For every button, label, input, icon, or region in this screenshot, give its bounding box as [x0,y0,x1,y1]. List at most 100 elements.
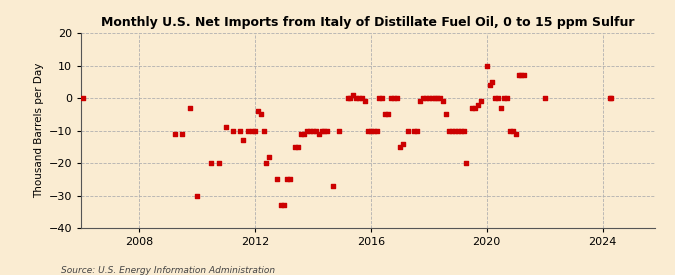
Point [385,96,396,100]
Point [426,96,437,100]
Point [356,96,367,100]
Point [389,96,400,100]
Point [227,128,238,133]
Point [472,102,483,107]
Point [450,128,460,133]
Title: Monthly U.S. Net Imports from Italy of Distillate Fuel Oil, 0 to 15 ppm Sulfur: Monthly U.S. Net Imports from Italy of D… [101,16,634,29]
Text: Source: U.S. Energy Information Administration: Source: U.S. Energy Information Administ… [61,266,275,275]
Point [255,112,266,117]
Point [310,128,321,133]
Point [374,96,385,100]
Point [513,73,524,78]
Point [495,106,506,110]
Point [484,83,495,87]
Point [432,96,443,100]
Point [606,96,617,100]
Point [284,177,295,182]
Point [481,63,492,68]
Point [487,79,498,84]
Point [360,99,371,103]
Point [461,161,472,165]
Point [508,128,518,133]
Point [275,203,286,208]
Point [455,128,466,133]
Point [398,141,408,146]
Point [429,96,440,100]
Point [342,96,353,100]
Point [421,96,431,100]
Point [345,96,356,100]
Point [403,128,414,133]
Point [409,128,420,133]
Point [246,128,257,133]
Point [235,128,246,133]
Point [307,128,318,133]
Point [78,96,88,100]
Point [313,132,324,136]
Point [351,96,362,100]
Point [238,138,248,142]
Point [333,128,344,133]
Point [516,73,527,78]
Point [250,128,261,133]
Point [441,112,452,117]
Point [458,128,469,133]
Point [383,112,394,117]
Point [261,161,272,165]
Point [423,96,434,100]
Point [539,96,550,100]
Point [452,128,463,133]
Point [258,128,269,133]
Y-axis label: Thousand Barrels per Day: Thousand Barrels per Day [34,63,45,198]
Point [221,125,232,130]
Point [467,106,478,110]
Point [290,145,301,149]
Point [394,145,405,149]
Point [604,96,615,100]
Point [170,132,181,136]
Point [493,96,504,100]
Point [510,132,521,136]
Point [177,132,188,136]
Point [475,99,486,103]
Point [279,203,290,208]
Point [319,128,330,133]
Point [504,128,515,133]
Point [252,109,263,113]
Point [184,106,195,110]
Point [502,96,512,100]
Point [271,177,282,182]
Point [281,177,292,182]
Point [302,128,313,133]
Point [206,161,217,165]
Point [369,128,379,133]
Point [192,194,202,198]
Point [499,96,510,100]
Point [293,145,304,149]
Point [316,128,327,133]
Point [380,112,391,117]
Point [438,99,449,103]
Point [435,96,446,100]
Point [264,155,275,159]
Point [371,128,382,133]
Point [392,96,402,100]
Point [365,128,376,133]
Point [299,132,310,136]
Point [296,132,306,136]
Point [304,128,315,133]
Point [519,73,530,78]
Point [354,96,364,100]
Point [446,128,457,133]
Point [443,128,454,133]
Point [490,96,501,100]
Point [242,128,253,133]
Point [470,106,481,110]
Point [348,93,359,97]
Point [213,161,224,165]
Point [418,96,429,100]
Point [414,99,425,103]
Point [327,184,338,188]
Point [362,128,373,133]
Point [322,128,333,133]
